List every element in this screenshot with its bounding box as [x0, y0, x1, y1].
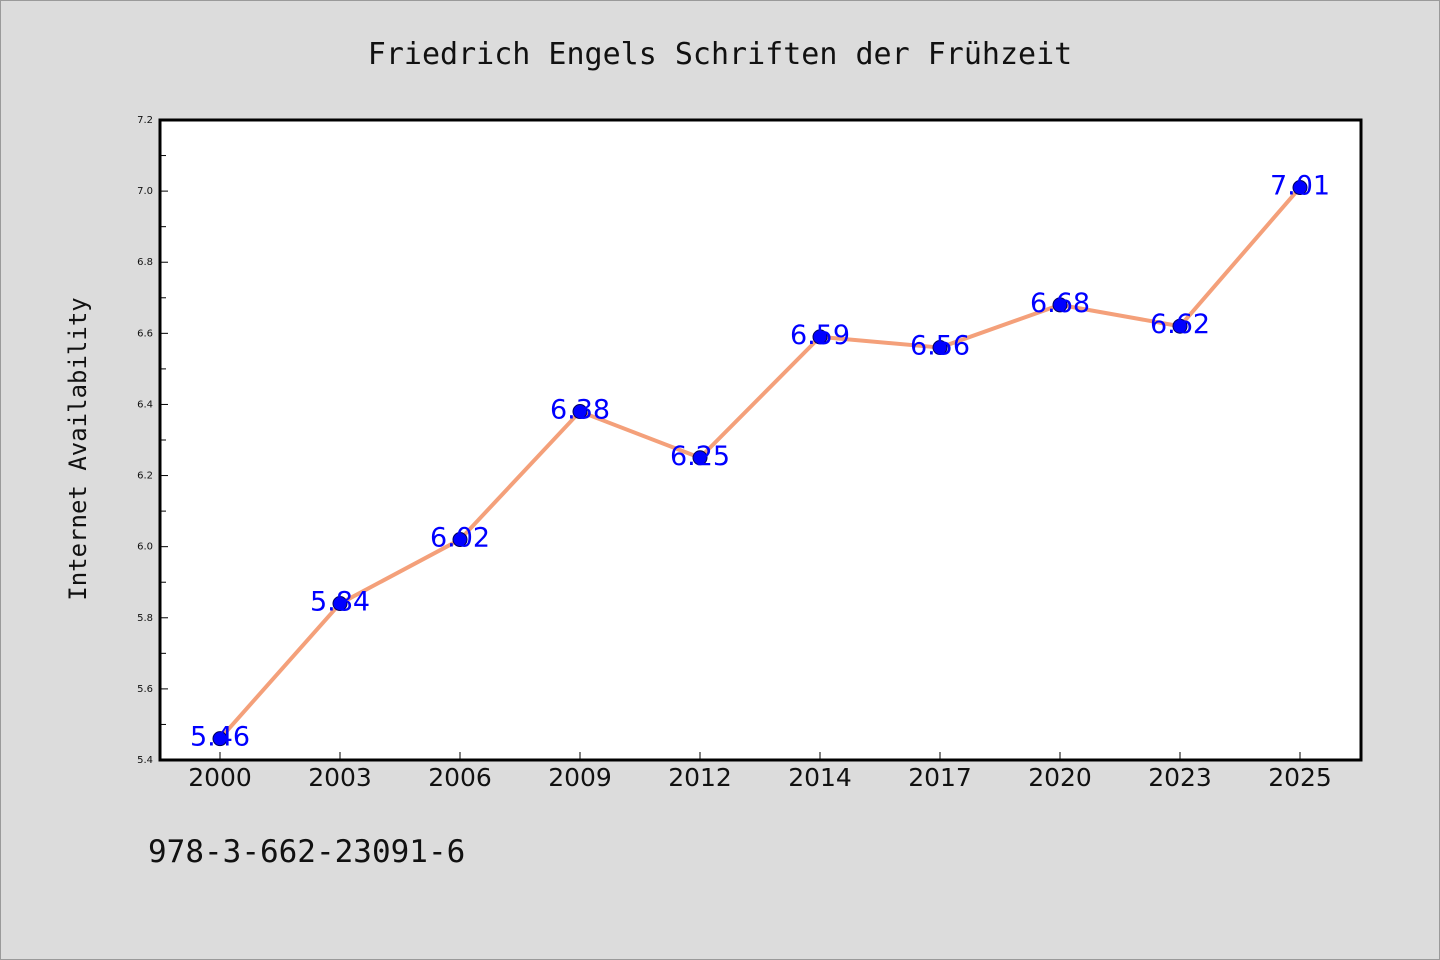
data-label: 6.62 — [1150, 309, 1210, 340]
data-point — [572, 404, 588, 420]
data-label: 7.01 — [1270, 171, 1330, 202]
x-axis-ticks: 2000 2003 2006 2009 2012 2014 2017 2020 2023 2025 — [188, 752, 1332, 792]
y-axis-label: Internet Availability — [64, 297, 92, 600]
y-tick-label: 5.8 — [137, 613, 153, 624]
x-tick-label: 2017 — [908, 763, 972, 792]
chart-title: Friedrich Engels Schriften der Frühzeit — [368, 37, 1072, 72]
x-tick-label: 2025 — [1268, 763, 1332, 792]
series-line — [218, 186, 1302, 740]
series-line-group — [218, 186, 1302, 740]
data-point — [452, 532, 468, 548]
x-tick-label: 2020 — [1028, 763, 1092, 792]
y-tick-label: 6.0 — [137, 542, 153, 553]
data-label: 6.56 — [910, 331, 970, 362]
data-labels: 5.46 5.84 6.02 6.38 6.25 6.59 6.56 6.68 6.62 7.01 — [190, 171, 1330, 753]
data-label: 6.02 — [430, 523, 490, 554]
y-tick-label: 7.0 — [137, 186, 153, 197]
y-tick-label: 7.2 — [137, 115, 153, 126]
data-label: 5.84 — [310, 587, 370, 618]
x-tick-label: 2012 — [668, 763, 732, 792]
y-tick-label: 6.8 — [137, 257, 153, 268]
y-tick-label: 6.6 — [137, 328, 153, 339]
data-label: 6.38 — [550, 395, 610, 426]
data-label: 5.46 — [190, 722, 250, 753]
y-tick-label: 6.4 — [137, 399, 153, 410]
y-tick-label: 6.2 — [137, 471, 153, 482]
x-tick-label: 2000 — [188, 763, 252, 792]
data-point — [692, 450, 708, 466]
x-tick-label: 2023 — [1148, 763, 1212, 792]
data-point — [812, 329, 828, 345]
data-point — [932, 340, 948, 356]
x-tick-label: 2003 — [308, 763, 372, 792]
y-tick-label: 5.4 — [137, 755, 153, 766]
data-point — [212, 731, 228, 747]
data-label: 6.68 — [1030, 288, 1090, 319]
y-axis-ticks: 5.4 5.6 5.8 6.0 6.2 6.4 6.6 6.8 7.0 7.2 — [137, 115, 168, 766]
data-point — [1052, 297, 1068, 313]
plot-area — [158, 118, 1363, 762]
series-markers — [212, 180, 1308, 747]
x-tick-label: 2006 — [428, 763, 492, 792]
data-label: 6.25 — [670, 441, 730, 472]
data-label: 6.59 — [790, 320, 850, 351]
x-tick-label: 2009 — [548, 763, 612, 792]
data-point — [1292, 180, 1308, 196]
isbn-code: 978-3-662-23091-6 — [148, 834, 466, 870]
data-point — [332, 596, 348, 612]
x-tick-label: 2014 — [788, 763, 852, 792]
data-point — [1172, 318, 1188, 334]
y-tick-label: 5.6 — [137, 684, 153, 695]
